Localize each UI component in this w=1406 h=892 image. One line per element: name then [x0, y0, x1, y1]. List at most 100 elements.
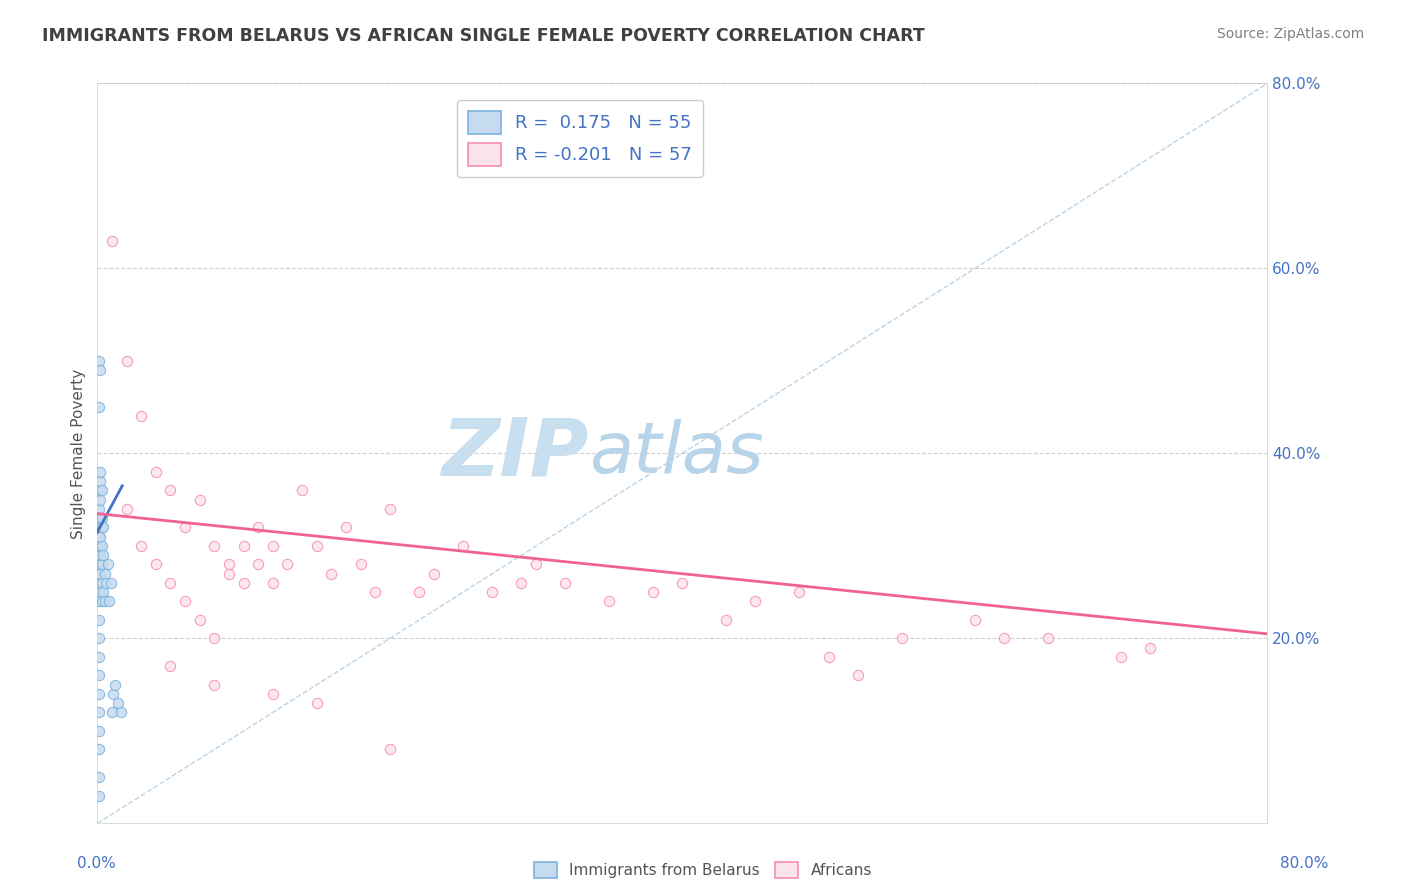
Point: [89, 492, 111, 507]
Point: [89, 530, 111, 544]
Text: IMMIGRANTS FROM BELARUS VS AFRICAN SINGLE FEMALE POVERTY CORRELATION CHART: IMMIGRANTS FROM BELARUS VS AFRICAN SINGL…: [42, 27, 925, 45]
Point: [87, 502, 110, 516]
Point: [993, 632, 1015, 646]
Point: [87, 539, 110, 553]
Text: 0.0%: 0.0%: [77, 856, 117, 871]
Point: [305, 696, 328, 710]
Point: [378, 742, 401, 756]
Point: [87, 723, 110, 738]
Point: [1109, 650, 1132, 665]
Point: [349, 558, 371, 572]
Text: Source: ZipAtlas.com: Source: ZipAtlas.com: [1216, 27, 1364, 41]
Point: [89, 363, 111, 377]
Point: [87, 548, 110, 562]
Point: [107, 696, 129, 710]
Point: [87, 770, 110, 784]
Point: [744, 594, 766, 608]
Point: [101, 234, 124, 248]
Point: [90, 594, 112, 608]
Point: [87, 687, 110, 701]
Point: [90, 558, 112, 572]
Point: [481, 585, 503, 599]
Point: [846, 668, 869, 682]
Point: [202, 632, 225, 646]
Text: 80.0%: 80.0%: [1281, 856, 1329, 871]
Point: [408, 585, 430, 599]
Point: [87, 401, 110, 415]
Point: [510, 576, 533, 591]
Point: [145, 558, 167, 572]
Point: [1036, 632, 1059, 646]
Point: [129, 409, 152, 424]
Point: [321, 566, 343, 581]
Point: [335, 520, 357, 534]
Point: [89, 558, 111, 572]
Point: [378, 502, 401, 516]
Point: [87, 511, 110, 525]
Point: [87, 576, 110, 591]
Point: [422, 566, 444, 581]
Point: [598, 594, 620, 608]
Point: [93, 594, 115, 608]
Point: [789, 585, 811, 599]
Point: [89, 474, 111, 488]
Point: [89, 465, 111, 479]
Point: [87, 668, 110, 682]
Point: [643, 585, 665, 599]
Point: [202, 539, 225, 553]
Point: [232, 576, 254, 591]
Point: [87, 558, 110, 572]
Point: [1139, 640, 1161, 655]
Point: [262, 576, 284, 591]
Point: [232, 539, 254, 553]
Point: [90, 511, 112, 525]
Point: [145, 465, 167, 479]
Text: ZIP: ZIP: [441, 415, 589, 492]
Point: [188, 613, 211, 627]
Point: [890, 632, 912, 646]
Point: [89, 548, 111, 562]
Point: [276, 558, 298, 572]
Text: atlas: atlas: [589, 419, 763, 488]
Point: [104, 678, 127, 692]
Point: [87, 789, 110, 803]
Point: [89, 566, 111, 581]
Point: [963, 613, 986, 627]
Point: [89, 585, 111, 599]
Point: [87, 650, 110, 665]
Point: [90, 576, 112, 591]
Point: [159, 576, 181, 591]
Point: [87, 706, 110, 720]
Point: [159, 483, 181, 498]
Point: [87, 613, 110, 627]
Point: [87, 632, 110, 646]
Point: [129, 539, 152, 553]
Point: [90, 539, 112, 553]
Point: [174, 594, 197, 608]
Point: [89, 483, 111, 498]
Point: [87, 742, 110, 756]
Point: [115, 502, 138, 516]
Point: [101, 706, 124, 720]
Point: [87, 520, 110, 534]
Point: [87, 594, 110, 608]
Point: [247, 558, 270, 572]
Point: [817, 650, 839, 665]
Point: [89, 511, 111, 525]
Y-axis label: Single Female Poverty: Single Female Poverty: [72, 368, 86, 539]
Point: [110, 706, 132, 720]
Point: [218, 566, 240, 581]
Point: [98, 594, 121, 608]
Point: [218, 558, 240, 572]
Point: [91, 520, 114, 534]
Point: [262, 687, 284, 701]
Point: [103, 687, 125, 701]
Point: [305, 539, 328, 553]
Point: [90, 520, 112, 534]
Point: [94, 576, 117, 591]
Point: [159, 659, 181, 673]
Point: [87, 354, 110, 368]
Point: [91, 548, 114, 562]
Point: [115, 354, 138, 368]
Point: [716, 613, 738, 627]
